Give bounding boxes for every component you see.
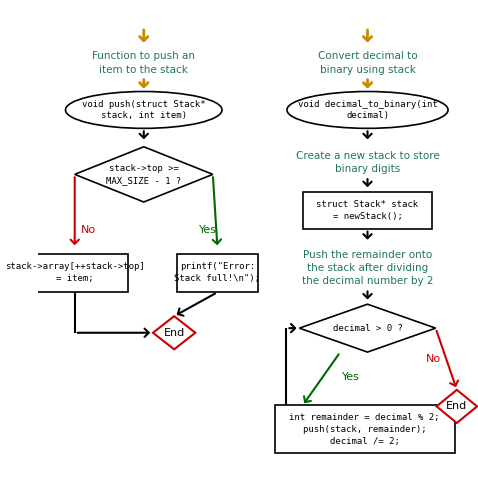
Text: Create a new stack to store
binary digits: Create a new stack to store binary digit… (295, 151, 439, 174)
Text: Push the remainder onto
the stack after dividing
the decimal number by 2: Push the remainder onto the stack after … (302, 250, 433, 286)
Text: decimal > 0 ?: decimal > 0 ? (333, 324, 402, 332)
Text: Yes: Yes (199, 225, 217, 235)
Text: Convert decimal to
binary using stack: Convert decimal to binary using stack (318, 51, 417, 75)
Text: No: No (81, 225, 96, 235)
Text: void decimal_to_binary(int
decimal): void decimal_to_binary(int decimal) (298, 99, 437, 120)
FancyBboxPatch shape (275, 406, 455, 453)
Text: printf("Error:
Stack full!\n");: printf("Error: Stack full!\n"); (174, 262, 261, 283)
Text: stack->top >=
MAX_SIZE - 1 ?: stack->top >= MAX_SIZE - 1 ? (106, 164, 181, 185)
Text: void push(struct Stack*
stack, int item): void push(struct Stack* stack, int item) (82, 99, 206, 120)
Text: struct Stack* stack
= newStack();: struct Stack* stack = newStack(); (316, 200, 419, 221)
FancyBboxPatch shape (177, 253, 258, 292)
Ellipse shape (287, 91, 448, 128)
Polygon shape (153, 316, 196, 349)
Text: stack->array[++stack->top]
= item;: stack->array[++stack->top] = item; (5, 262, 144, 283)
FancyBboxPatch shape (22, 253, 128, 292)
Text: int remainder = decimal % 2;
push(stack, remainder);
decimal /= 2;: int remainder = decimal % 2; push(stack,… (290, 413, 440, 446)
Polygon shape (75, 147, 213, 202)
Text: Yes: Yes (342, 372, 360, 382)
Text: End: End (163, 328, 185, 338)
Ellipse shape (65, 91, 222, 128)
Text: End: End (446, 402, 467, 412)
FancyBboxPatch shape (303, 192, 432, 229)
Polygon shape (436, 390, 477, 423)
Text: Function to push an
item to the stack: Function to push an item to the stack (92, 51, 196, 75)
Polygon shape (299, 304, 435, 352)
Text: No: No (426, 353, 441, 363)
